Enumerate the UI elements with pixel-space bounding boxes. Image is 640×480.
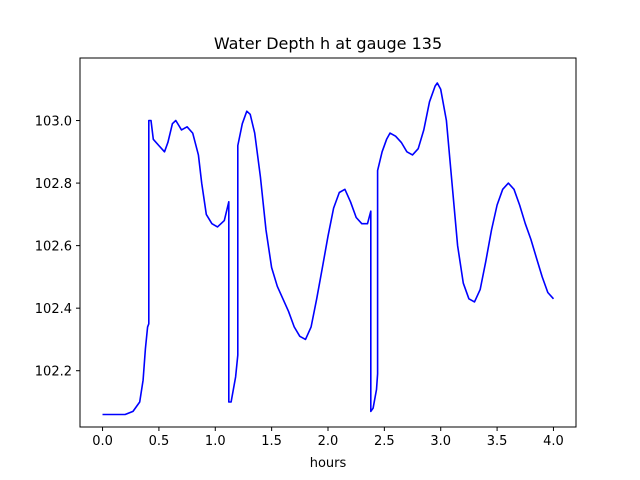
y-axis: 102.2 102.4 102.6 102.8 103.0	[35, 115, 80, 380]
x-tick-label: 2.5	[374, 434, 395, 449]
x-axis: 0.0 0.5 1.0 1.5 2.0 2.5 3.0 3.5 4.0	[92, 427, 564, 449]
y-tick-label: 102.2	[35, 365, 72, 380]
y-tick-label: 102.6	[35, 240, 72, 255]
x-tick-label: 0.0	[92, 434, 113, 449]
y-tick-label: 102.4	[35, 302, 72, 317]
series-line-water-depth	[102, 82, 555, 416]
y-tick-label: 102.8	[35, 177, 72, 192]
x-tick-label: 3.5	[487, 434, 508, 449]
x-axis-label: hours	[310, 456, 347, 471]
chart-title: Water Depth h at gauge 135	[214, 34, 442, 53]
y-tick-label: 103.0	[35, 115, 72, 130]
x-tick-label: 2.0	[318, 434, 339, 449]
x-tick-label: 0.5	[149, 434, 170, 449]
plot-frame	[79, 57, 577, 428]
x-tick-label: 1.5	[261, 434, 282, 449]
x-tick-label: 3.0	[430, 434, 451, 449]
x-tick-label: 1.0	[205, 434, 226, 449]
x-tick-label: 4.0	[543, 434, 564, 449]
